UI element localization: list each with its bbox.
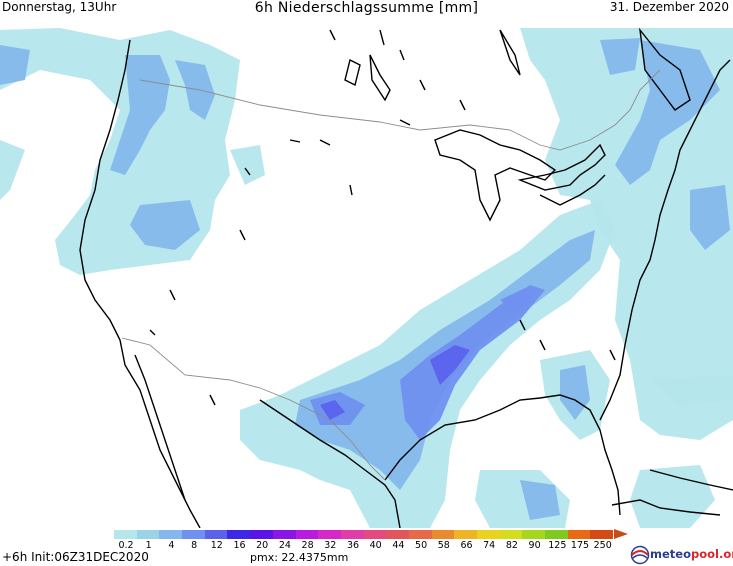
country-borders <box>121 69 661 481</box>
legend-swatch <box>590 530 614 539</box>
legend-label: 24 <box>278 540 291 551</box>
legend-label: 175 <box>570 540 590 551</box>
legend-label: 32 <box>324 540 337 551</box>
legend-label: 12 <box>210 540 223 551</box>
legend-swatch <box>386 530 409 539</box>
header-day-time: Donnerstag, 13Uhr <box>2 0 117 14</box>
logo-text-part1: meteo <box>650 547 691 561</box>
legend-swatch <box>545 530 568 539</box>
run-info: +6h Init:06Z31DEC2020 <box>2 550 149 564</box>
legend-label: 58 <box>437 540 450 551</box>
precip-field-south <box>475 350 733 528</box>
legend-swatch <box>295 530 319 539</box>
legend-swatch <box>204 530 228 539</box>
legend-label: 40 <box>369 540 382 551</box>
legend-swatch <box>182 530 205 539</box>
pmx-value: pmx: 22.4375mm <box>250 551 349 564</box>
legend-label: 125 <box>548 540 567 551</box>
legend-label: 44 <box>392 540 405 551</box>
legend-swatch <box>340 530 364 539</box>
legend-swatch <box>159 530 183 539</box>
legend-label: 36 <box>346 540 360 551</box>
legend-color-bar <box>114 530 614 539</box>
legend-overflow-arrow <box>614 529 628 539</box>
legend-label: 4 <box>168 540 175 551</box>
legend-label: 250 <box>593 540 612 551</box>
legend-label: 82 <box>505 540 518 551</box>
legend-swatch <box>567 530 591 539</box>
legend-swatch <box>408 530 432 539</box>
legend-swatch <box>363 530 387 539</box>
logo-text: meteopool.org <box>650 547 733 561</box>
precip-band-central <box>240 200 615 528</box>
precip-field-nw <box>0 28 265 275</box>
legend-label: 90 <box>528 540 541 551</box>
legend-labels: 0.2 1 4 8 12 16 20 24 28 32 36 40 44 50 58 66 74 82 90 125 1… <box>0 540 733 552</box>
logo-globe-icon <box>630 545 650 565</box>
map-title: 6h Niederschlagssumme [mm] <box>254 0 479 16</box>
legend-swatch <box>499 530 523 539</box>
legend-swatch <box>522 530 546 539</box>
legend-label: 50 <box>415 540 428 551</box>
legend-swatch <box>454 530 477 539</box>
meteopool-logo[interactable]: meteopool.org <box>630 545 733 565</box>
legend-swatch <box>136 530 160 539</box>
coastlines <box>79 27 733 528</box>
legend-swatch <box>318 530 341 539</box>
legend-swatch <box>114 530 137 539</box>
legend-label: 1 <box>145 540 152 551</box>
legend-swatch <box>431 530 455 539</box>
legend-label: 16 <box>233 540 246 551</box>
legend-label: 66 <box>460 540 473 551</box>
logo-text-part2: pool.org <box>690 547 733 561</box>
legend-swatch <box>227 530 251 539</box>
legend-swatch <box>272 530 296 539</box>
legend-swatch <box>250 530 273 539</box>
precipitation-map <box>0 27 733 528</box>
legend-label: 74 <box>483 540 496 551</box>
legend-label: 8 <box>191 540 198 551</box>
legend-label: 0.2 <box>118 540 134 551</box>
header-date: 31. Dezember 2020 <box>609 0 729 14</box>
legend-label: 28 <box>301 540 314 551</box>
legend-swatch <box>477 530 500 539</box>
legend-label: 20 <box>256 540 269 551</box>
